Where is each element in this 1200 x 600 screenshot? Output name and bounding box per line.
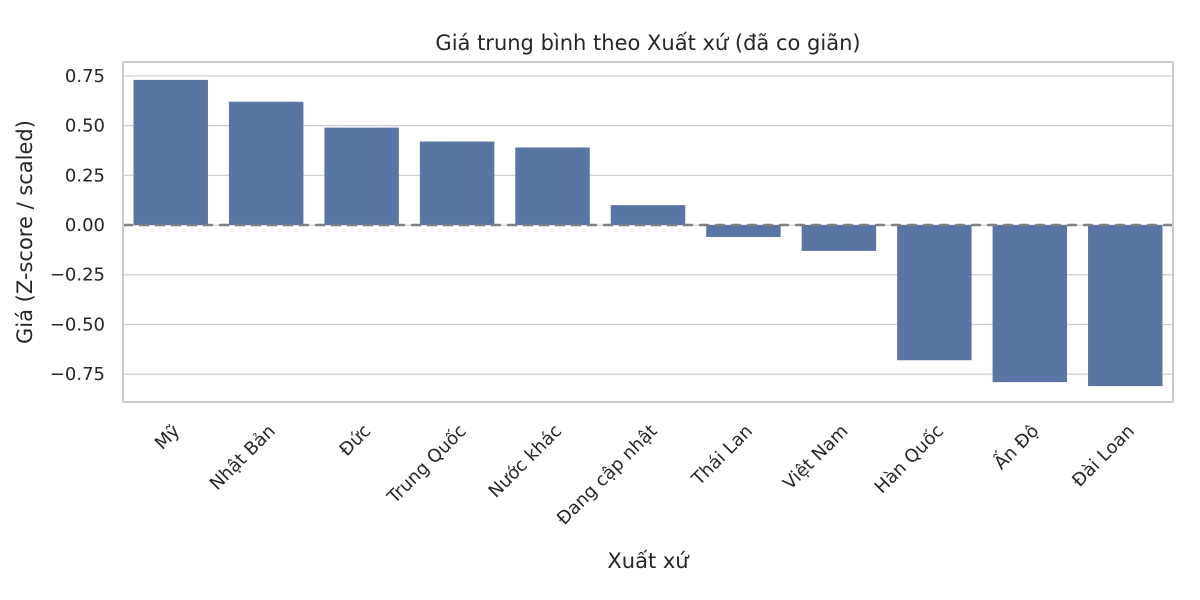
x-tick-label: Việt Nam [779,421,852,494]
y-tick-label: 0.25 [65,165,105,186]
bar [897,225,972,361]
x-tick-label: Nhật Bản [206,421,280,495]
x-tick-label: Đức [335,421,375,461]
bar [706,225,781,237]
y-tick-label: −0.50 [50,314,105,335]
bar [133,79,208,226]
x-tick-label: Đài Loan [1068,421,1139,492]
bar [992,225,1068,383]
bar [324,127,399,226]
y-tick-label: 0.50 [65,116,105,137]
x-tick-label: Hàn Quốc [871,421,948,498]
x-tick-label: Ấn Độ [988,419,1043,474]
x-tick-label: Mỹ [151,420,185,454]
bar [610,205,686,226]
bar [1088,225,1163,387]
chart-title: Giá trung bình theo Xuất xứ (đã co giãn) [435,31,860,55]
x-tick-label: Trung Quốc [383,421,471,509]
y-tick-label: −0.75 [50,364,105,385]
x-tick-label: Thái Lan [687,421,757,491]
y-tick-label: 0.00 [65,215,105,236]
bar [228,101,304,226]
x-tick-label: Đang cập nhật [553,421,662,530]
y-axis-label: Giá (Z-score / scaled) [13,120,37,344]
y-axis-ticks: 0.75 0.50 0.25 0.00 −0.25 −0.50 −0.75 [50,66,105,385]
bar [515,147,590,226]
bars [133,79,1163,387]
y-tick-label: −0.25 [50,265,105,286]
y-tick-label: 0.75 [65,66,105,87]
bar [801,225,877,251]
x-tick-label: Nước khác [485,421,567,503]
plot-frame [122,61,1174,403]
x-axis-label: Xuất xứ [607,549,690,573]
bar [419,141,495,226]
